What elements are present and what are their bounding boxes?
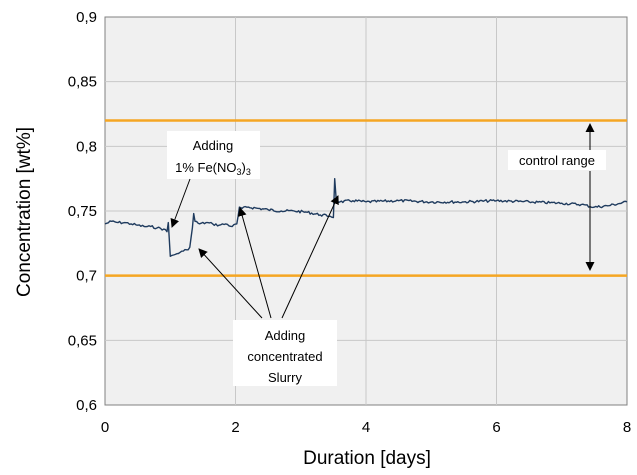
x-tick-label: 6 <box>492 419 500 436</box>
annotation-fe-nitrate-line2: 1% Fe(NO3)3 <box>175 160 251 177</box>
annotation-slurry-line2: concentrated <box>247 349 322 364</box>
tick-labels: 0 2 4 6 8 0,6 0,65 0,7 0,75 0,8 0,85 0,9 <box>68 9 631 436</box>
fe-nitrate-paren: ) <box>242 160 246 175</box>
x-tick-label: 2 <box>231 419 239 436</box>
y-tick-label: 0,65 <box>68 332 97 349</box>
y-tick-label: 0,9 <box>76 9 97 26</box>
annotation-fe-nitrate-box <box>167 131 260 179</box>
reference-lines <box>105 119 627 277</box>
annotation-slurry-line1: Adding <box>265 328 305 343</box>
x-axis-title: Duration [days] <box>303 448 431 469</box>
fe-nitrate-main-text: 1% Fe(NO <box>175 160 236 175</box>
y-tick-label: 0,85 <box>68 74 97 91</box>
annotation-fe-nitrate-arrow <box>170 178 191 228</box>
slurry-arrow-3 <box>281 195 339 319</box>
annotation-fe-nitrate: Adding 1% Fe(NO3)3 <box>167 131 260 228</box>
annotation-slurry-box <box>233 320 337 386</box>
concentration-series-line <box>104 177 628 257</box>
data-series <box>104 177 628 257</box>
y-tick-label: 0,75 <box>68 203 97 220</box>
x-tick-label: 8 <box>623 419 631 436</box>
y-tick-label: 0,7 <box>76 268 97 285</box>
y-tick-label: 0,8 <box>76 138 97 155</box>
x-tick-label: 4 <box>362 419 370 436</box>
slurry-arrow-2 <box>237 207 272 319</box>
slurry-arrow-1 <box>198 248 263 319</box>
annotation-fe-nitrate-line1: Adding <box>193 138 233 153</box>
fe-nitrate-subscript-3b: 3 <box>246 167 251 177</box>
annotation-slurry: Adding concentrated Slurry <box>198 195 339 386</box>
x-tick-label: 0 <box>101 419 109 436</box>
annotation-control-range-text: control range <box>519 153 595 168</box>
annotation-slurry-line3: Slurry <box>268 370 302 385</box>
y-tick-label: 0,6 <box>76 397 97 414</box>
annotation-control-range: control range <box>508 123 606 271</box>
y-axis-title: Concentration [wt%] <box>14 127 35 297</box>
annotation-control-range-box <box>508 150 606 170</box>
fe-nitrate-subscript-3a: 3 <box>237 167 242 177</box>
